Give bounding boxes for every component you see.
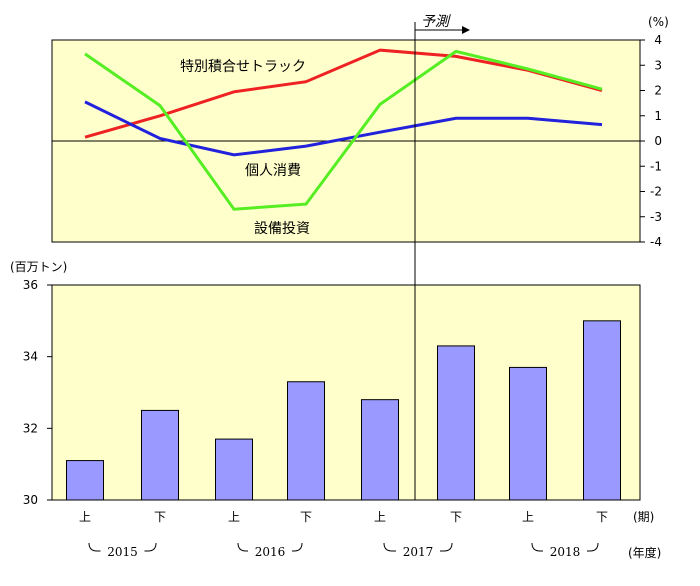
year-label: 2015	[107, 545, 138, 559]
line-series-2	[84, 49, 603, 211]
year-bracket-left	[88, 542, 101, 552]
period-tick-label: 下	[154, 510, 166, 524]
line-y-tick-label: -2	[650, 185, 662, 199]
bar	[66, 460, 104, 501]
year-bracket-right	[587, 542, 599, 552]
bar	[509, 366, 547, 501]
period-tick-label: 上	[374, 510, 386, 524]
period-tick-label: 下	[450, 510, 462, 524]
year-label: 2016	[255, 545, 286, 559]
year-bracket-right	[292, 542, 303, 552]
bar	[141, 409, 179, 501]
period-tick-label: 上	[228, 510, 240, 524]
line-y-tick-label: 4	[654, 33, 662, 47]
line-series-1	[84, 100, 603, 157]
period-tick-label: 上	[79, 510, 91, 524]
bar-y-tick-label: 36	[23, 278, 38, 292]
period-tick-label: 下	[300, 510, 312, 524]
bar-y-tick-label: 30	[23, 493, 38, 507]
bar	[361, 399, 399, 501]
bar	[287, 381, 325, 501]
bar	[215, 438, 253, 501]
line-y-unit: (%)	[648, 15, 669, 29]
series-label-consumption: 個人消費	[245, 163, 301, 179]
year-bracket-left	[531, 542, 543, 552]
line-y-tick-label: -1	[650, 159, 662, 173]
line-y-tick-label: 0	[654, 134, 662, 148]
year-bracket-right	[440, 542, 453, 552]
forecast-label: 予測	[421, 14, 451, 30]
forecast-arrowhead	[462, 26, 470, 34]
bar-y-tick-label: 32	[23, 421, 38, 435]
bar-plot-area	[51, 284, 641, 501]
year-bracket-left	[383, 542, 396, 552]
series-label-truck: 特別積合せトラック	[180, 59, 306, 75]
line-y-tick-label: 2	[654, 84, 662, 98]
period-tick-label: 下	[596, 510, 608, 524]
period-axis-label: (期)	[633, 510, 654, 524]
line-y-tick-label: 1	[654, 109, 662, 123]
year-label: 2018	[550, 545, 581, 559]
line-series-0	[84, 48, 603, 139]
year-label: 2017	[403, 545, 434, 559]
bar-y-tick-label: 34	[23, 350, 38, 364]
line-y-tick-label: 3	[654, 58, 662, 72]
year-bracket-right	[144, 542, 157, 552]
bar	[437, 345, 475, 501]
year-axis-label: (年度)	[628, 545, 661, 560]
bar-y-unit: (百万トン)	[10, 260, 67, 274]
series-label-investment: 設備投資	[254, 221, 310, 237]
line-y-tick-label: -4	[650, 235, 662, 249]
line-y-tick-label: -3	[650, 210, 662, 224]
year-bracket-left	[237, 542, 248, 552]
period-tick-label: 上	[522, 510, 534, 524]
bar	[583, 320, 621, 501]
